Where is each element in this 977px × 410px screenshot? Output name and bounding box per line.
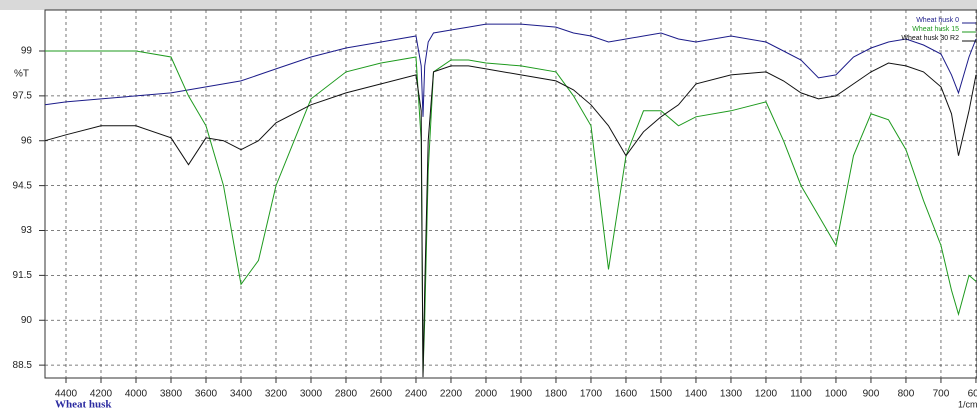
- y-tick-label: 99: [21, 46, 33, 57]
- x-tick-label: 1300: [720, 389, 743, 400]
- x-tick-label: 1500: [650, 389, 673, 400]
- x-tick-label: 900: [863, 389, 880, 400]
- x-tick-label: 2600: [370, 389, 393, 400]
- x-axis-label: Wheat husk: [55, 399, 112, 410]
- x-tick-label: 1000: [825, 389, 848, 400]
- x-tick-label: 3000: [300, 389, 323, 400]
- x-tick-label: 2000: [475, 389, 498, 400]
- x-tick-label: 1800: [545, 389, 568, 400]
- x-tick-label: 4000: [125, 389, 148, 400]
- x-tick-label: 1700: [580, 389, 603, 400]
- y-tick-label: 96: [21, 135, 33, 146]
- x-tick-label: 1900: [510, 389, 533, 400]
- x-tick-label: 700: [933, 389, 950, 400]
- y-tick-label: 94.5: [13, 180, 33, 191]
- x-tick-label: 3400: [230, 389, 253, 400]
- y-tick-label: 93: [21, 225, 33, 236]
- plot-frame: [44, 9, 977, 379]
- x-tick-label: 3600: [195, 389, 218, 400]
- x-tick-label: 3800: [160, 389, 183, 400]
- top-band: [0, 0, 977, 10]
- spectrum-line: [44, 62, 977, 378]
- x-tick-label: 1200: [755, 389, 778, 400]
- y-tick-label: 90: [21, 315, 33, 326]
- x-tick-label: 2400: [405, 389, 428, 400]
- x-tick-label: 600: [968, 389, 977, 400]
- x-tick-label: 1600: [615, 389, 638, 400]
- x-tick-label: 2800: [335, 389, 358, 400]
- y-axis-label: %T: [14, 69, 29, 80]
- x-tick-label: 1400: [685, 389, 708, 400]
- y-tick-label: 88.5: [13, 360, 33, 371]
- legend-label: Wheat husk 0: [916, 17, 959, 24]
- x-tick-label: 4400: [55, 389, 78, 400]
- x-tick-label: 1100: [790, 389, 812, 400]
- x-tick-label: 3200: [265, 389, 288, 400]
- legend-label: Wheat husk 15: [912, 26, 959, 33]
- spectrum-line: [45, 50, 977, 375]
- y-tick-label: 97.5: [13, 91, 33, 102]
- spectrum-line: [44, 23, 977, 117]
- x-tick-label: 800: [898, 389, 915, 400]
- legend-label: Wheat husk 30 R2: [901, 35, 959, 42]
- x-unit: 1/cm: [958, 399, 977, 409]
- x-tick-label: 4200: [90, 389, 113, 400]
- y-tick-label: 91.5: [13, 270, 33, 281]
- x-tick-label: 2200: [440, 389, 463, 400]
